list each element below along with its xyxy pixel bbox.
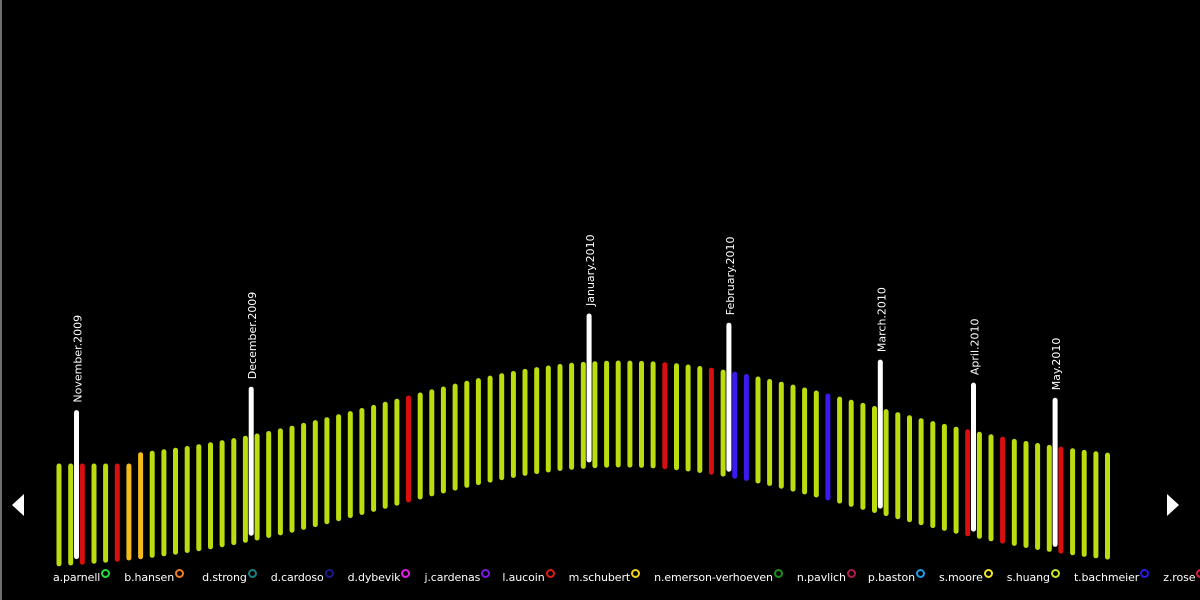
legend-circle-icon — [401, 568, 411, 578]
month-label: December.2009 — [246, 292, 259, 380]
prev-arrow-icon[interactable] — [12, 494, 24, 516]
legend-item[interactable]: n.emerson-verhoeven — [654, 568, 783, 584]
legend-circle-icon — [175, 568, 185, 578]
legend-item[interactable]: s.moore — [939, 568, 993, 584]
legend-circle-icon — [481, 568, 491, 578]
legend-name: n.pavlich — [796, 570, 846, 584]
legend-item[interactable]: s.huang — [1006, 568, 1060, 584]
month-markers: November.2009 December.2009 January.2010 Fe… — [72, 234, 1063, 560]
legend-circle-icon — [247, 568, 257, 578]
legend-name: p.baston — [867, 570, 915, 584]
left-edge-line — [0, 0, 2, 600]
legend-name: d.cardoso — [270, 570, 324, 584]
legend-item[interactable]: a.parnell — [53, 568, 111, 584]
legend-circle-icon — [1050, 568, 1060, 578]
legend-item[interactable]: b.hansen — [124, 568, 185, 584]
legend-circle-icon — [983, 568, 993, 578]
legend-circle-icon — [631, 568, 641, 578]
legend-circle-icon — [1196, 568, 1200, 578]
legend-item[interactable]: d.cardoso — [270, 568, 334, 584]
legend-circle-icon — [545, 568, 555, 578]
legend-name: a.parnell — [53, 570, 101, 584]
legend-name: z.rose — [1163, 570, 1196, 584]
legend-name: b.hansen — [124, 570, 175, 584]
legend-name: s.moore — [939, 570, 983, 584]
legend-circle-icon — [1140, 568, 1150, 578]
legend-circle-icon — [773, 568, 783, 578]
legend-item[interactable]: n.pavlich — [796, 568, 856, 584]
legend-item[interactable]: l.aucoin — [502, 568, 555, 584]
timeline-bars — [56, 360, 1110, 567]
legend-item[interactable]: p.baston — [867, 568, 925, 584]
month-label: May.2010 — [1050, 338, 1063, 391]
legend-item[interactable]: j.cardenas — [424, 568, 491, 584]
legend-name: l.aucoin — [502, 570, 545, 584]
legend-name: s.huang — [1006, 570, 1050, 584]
legend-circle-icon — [101, 568, 111, 578]
legend-item[interactable]: d.strong — [202, 568, 257, 584]
legend-name: j.cardenas — [424, 570, 481, 584]
legend-item[interactable]: t.bachmeier — [1073, 568, 1150, 584]
next-arrow-icon[interactable] — [1167, 494, 1179, 516]
month-label: November.2009 — [72, 315, 85, 403]
month-label: January.2010 — [584, 234, 597, 307]
legend-name: m.schubert — [568, 570, 631, 584]
legend-circle-icon — [846, 568, 856, 578]
legend-name: d.strong — [202, 570, 247, 584]
legend-item[interactable]: z.rose — [1163, 568, 1200, 584]
legend-name: d.dybevik — [347, 570, 401, 584]
month-label: March.2010 — [875, 287, 888, 352]
legend-circle-icon — [324, 568, 334, 578]
legend-name: t.bachmeier — [1073, 570, 1140, 584]
legend-item[interactable]: d.dybevik — [347, 568, 411, 584]
legend-item[interactable]: m.schubert — [568, 568, 641, 584]
legend-circle-icon — [916, 568, 925, 578]
month-label: April.2010 — [969, 318, 982, 375]
legend-name: n.emerson-verhoeven — [654, 570, 773, 584]
month-label: February.2010 — [724, 237, 737, 316]
author-legend: a.parnell b.hansen d.strong d.cardoso d.dybe… — [53, 568, 1200, 585]
